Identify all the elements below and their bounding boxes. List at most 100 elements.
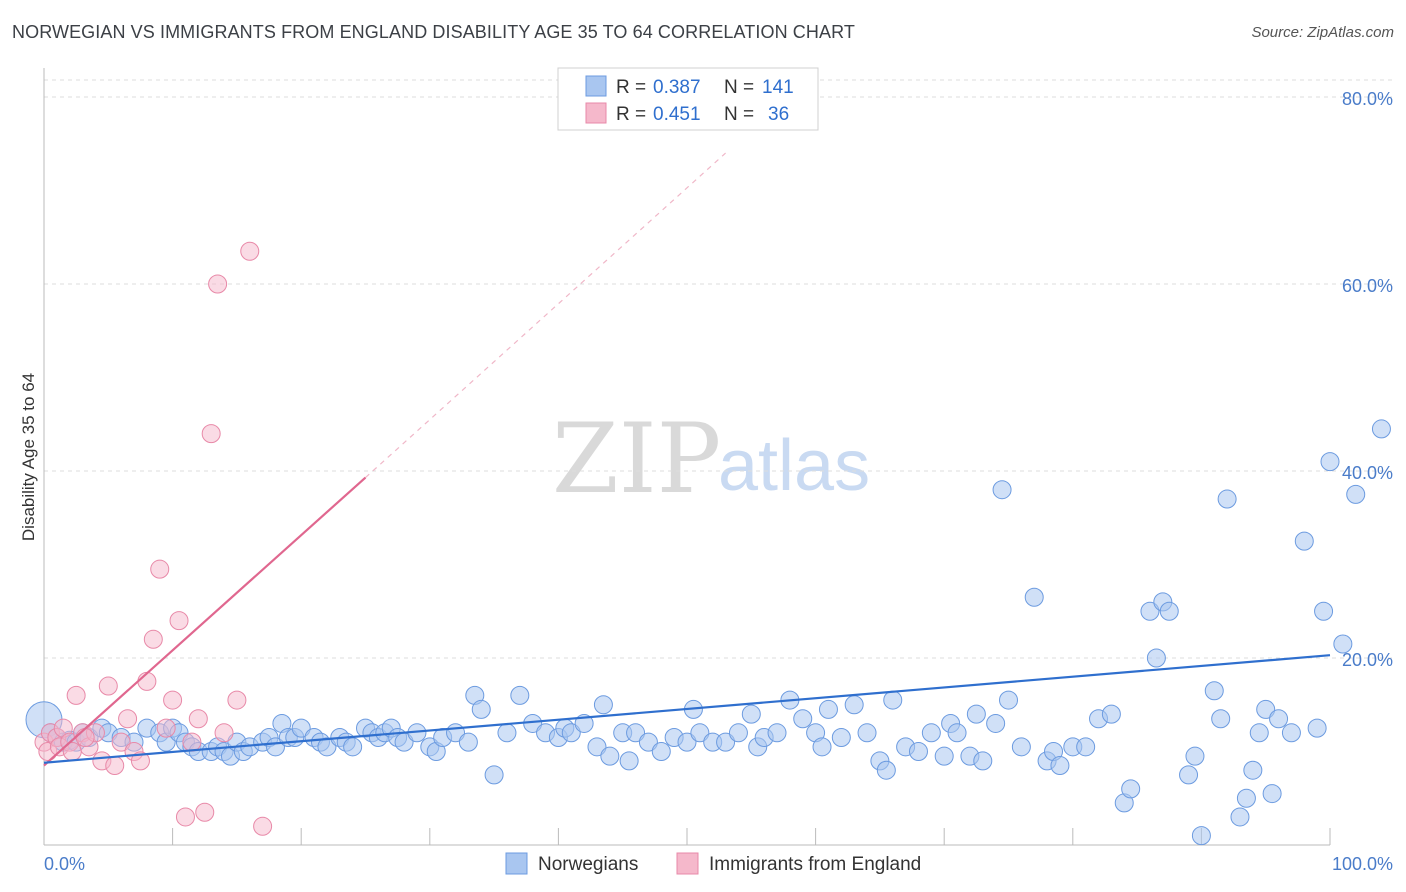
norwegians-point-107 [1024, 587, 1044, 607]
england-point-7 [66, 685, 86, 705]
norwegians-point-121 [1179, 765, 1199, 785]
norwegians-point-87 [818, 699, 838, 719]
england-point-14 [111, 732, 131, 752]
y-tick-label-60: 60.0% [1342, 276, 1393, 296]
bottom-legend-england: Immigrants from England [709, 854, 921, 875]
legend-n-value-1: 36 [768, 104, 789, 125]
england-point-29 [208, 274, 228, 294]
england-point-30 [214, 723, 234, 743]
norwegians-point-138 [1320, 452, 1340, 472]
norwegians-point-117 [1140, 601, 1160, 621]
bottom-legend-norwegians: Norwegians [538, 854, 638, 875]
england-point-31 [227, 690, 247, 710]
england-point-34 [75, 727, 95, 747]
norwegians-point-64 [587, 737, 607, 757]
england-point-22 [163, 690, 183, 710]
norwegians-point-114 [1101, 704, 1121, 724]
norwegians-point-129 [1243, 760, 1263, 780]
norwegians-point-57 [510, 685, 530, 705]
norwegians-point-139 [1333, 634, 1353, 654]
norwegians-point-69 [626, 723, 646, 743]
england-point-25 [182, 732, 202, 752]
norwegians-point-97 [934, 746, 954, 766]
norwegians-point-136 [1307, 718, 1327, 738]
norwegians-point-122 [1185, 746, 1205, 766]
norwegians-trend-line [43, 654, 1331, 764]
legend-n-label-1: N = [724, 104, 754, 125]
england-point-26 [188, 709, 208, 729]
legend-r-label-0: R = [616, 77, 646, 98]
norwegians-point-134 [1281, 723, 1301, 743]
norwegians-point-106 [1011, 737, 1031, 757]
norwegians-point-90 [857, 723, 877, 743]
norwegians-point-54 [471, 699, 491, 719]
england-point-21 [156, 718, 176, 738]
norwegians-point-78 [728, 723, 748, 743]
watermark-atlas: atlas [718, 426, 870, 506]
norwegians-point-96 [921, 723, 941, 743]
norwegians-point-33 [291, 718, 311, 738]
watermark-zip: ZIP [552, 403, 721, 515]
england-points [34, 241, 273, 836]
legend-r-value-1: 0.451 [653, 104, 701, 125]
norwegians-point-92 [876, 760, 896, 780]
legend-swatch-pink [585, 102, 607, 124]
england-point-19 [143, 629, 163, 649]
norwegians-point-110 [1050, 756, 1070, 776]
y-tick-label-80: 80.0% [1342, 89, 1393, 109]
norwegians-point-68 [619, 751, 639, 771]
chart-title: NORWEGIAN VS IMMIGRANTS FROM ENGLAND DIS… [12, 22, 855, 42]
england-point-17 [130, 751, 150, 771]
england-point-28 [201, 424, 221, 444]
norwegians-point-56 [497, 723, 517, 743]
norwegians-point-55 [484, 765, 504, 785]
norwegians-point-79 [741, 704, 761, 724]
norwegians-point-132 [1262, 784, 1282, 804]
england-trend-extension [365, 152, 726, 478]
top-legend: R = 0.387 N = 141 R = 0.451 N = 36 [557, 67, 819, 131]
norwegians-point-99 [947, 723, 967, 743]
blue-trend-group [43, 476, 1331, 767]
norwegians-point-131 [1256, 699, 1276, 719]
england-trend-line [43, 476, 367, 767]
norwegians-point-66 [600, 746, 620, 766]
norwegians-point-36 [317, 737, 337, 757]
norwegians-point-116 [1121, 779, 1141, 799]
norwegians-point-82 [767, 723, 787, 743]
norwegians-point-62 [561, 723, 581, 743]
england-point-24 [175, 807, 195, 827]
legend-r-label-1: R = [616, 104, 646, 125]
norwegians-point-126 [1217, 489, 1237, 509]
legend-r-value-0: 0.387 [653, 77, 701, 98]
axes [43, 68, 1331, 846]
grid [44, 79, 1393, 659]
y-tick-label-20: 20.0% [1342, 650, 1393, 670]
norwegians-point-135 [1294, 531, 1314, 551]
england-point-27 [195, 802, 215, 822]
bottom-legend-swatch-blue [505, 852, 528, 875]
norwegians-point-39 [343, 737, 363, 757]
norwegians-point-141 [1371, 419, 1391, 439]
source-label: Source: ZipAtlas.com [1251, 24, 1394, 41]
bottom-legend-swatch-pink [676, 852, 699, 875]
norwegians-point-65 [593, 695, 613, 715]
norwegians-point-123 [1191, 826, 1211, 846]
legend-n-label-0: N = [724, 77, 754, 98]
norwegians-point-137 [1314, 601, 1334, 621]
england-point-33 [253, 816, 273, 836]
norwegians-point-89 [844, 695, 864, 715]
legend-swatch-blue [585, 75, 607, 97]
england-point-23 [169, 611, 189, 631]
norwegians-point-120 [1159, 601, 1179, 621]
norwegians-point-125 [1211, 709, 1231, 729]
norwegians-point-86 [812, 737, 832, 757]
england-point-32 [240, 241, 260, 261]
norwegians-point-84 [793, 709, 813, 729]
norwegians-point-103 [986, 713, 1006, 733]
norwegians-point-104 [992, 480, 1012, 500]
norwegians-point-140 [1346, 484, 1366, 504]
norwegians-point-75 [690, 723, 710, 743]
x-tick-label-min: 0.0% [44, 854, 85, 874]
norwegians-point-105 [999, 690, 1018, 710]
